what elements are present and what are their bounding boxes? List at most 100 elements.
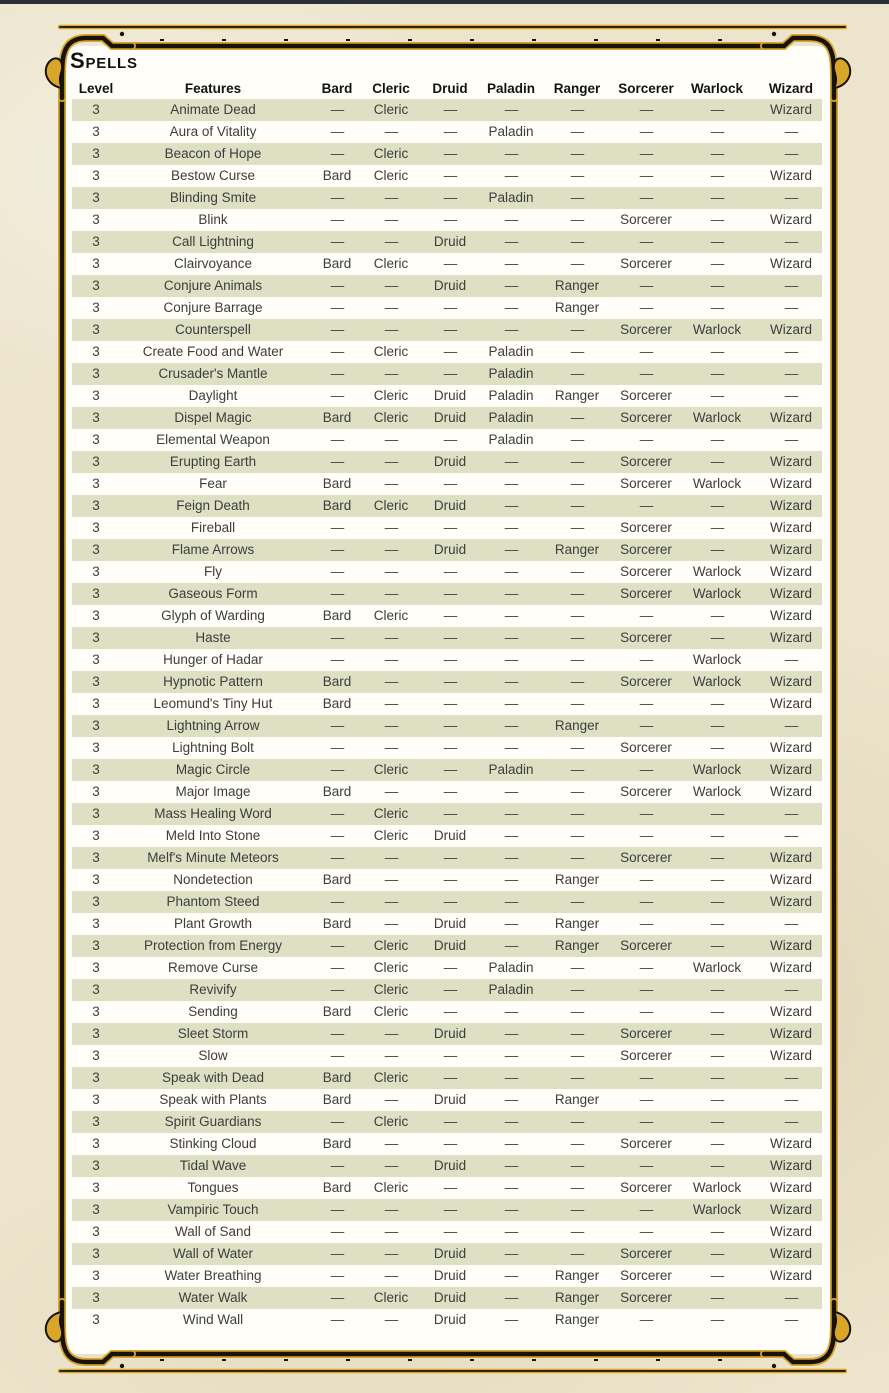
class-cell: — xyxy=(443,1114,458,1129)
table-row: 3 Counterspell — — — — — Sorcerer Warlock Wizard xyxy=(72,319,822,341)
spell-name-cell: Blink xyxy=(198,212,228,227)
class-cell: Bard xyxy=(322,916,352,931)
table-row: 3 Aura of Vitality — — — Paladin — — — — xyxy=(72,121,822,143)
class-cell: — xyxy=(504,652,519,667)
class-cell: Sorcerer xyxy=(620,850,672,865)
spell-name-cell: Conjure Animals xyxy=(163,278,263,293)
class-cell: Ranger xyxy=(554,718,600,733)
class-cell: — xyxy=(443,1048,458,1063)
class-cell: — xyxy=(330,894,345,909)
class-cell: — xyxy=(570,1070,585,1085)
window-top-edge xyxy=(0,0,889,4)
class-cell: — xyxy=(504,586,519,601)
class-cell: — xyxy=(330,586,345,601)
class-cell: Ranger xyxy=(554,300,600,315)
spell-name-cell: Vampiric Touch xyxy=(167,1202,259,1217)
class-cell: — xyxy=(504,1048,519,1063)
spell-table: Level Features Bard Cleric Druid Paladin Range… xyxy=(72,78,822,1331)
level-cell: 3 xyxy=(92,212,100,227)
class-cell: — xyxy=(504,630,519,645)
class-cell: — xyxy=(639,124,654,139)
class-cell: Cleric xyxy=(373,146,409,161)
class-cell: — xyxy=(504,322,519,337)
class-cell: Cleric xyxy=(373,1290,409,1305)
class-cell: — xyxy=(504,1312,519,1327)
table-row: 3 Mass Healing Word — Cleric — — — — — — xyxy=(72,803,822,825)
class-cell: — xyxy=(443,696,458,711)
spell-name-cell: Mass Healing Word xyxy=(154,806,272,821)
class-cell: Sorcerer xyxy=(620,388,672,403)
level-cell: 3 xyxy=(92,1070,100,1085)
class-cell: — xyxy=(570,344,585,359)
class-cell: — xyxy=(570,1224,585,1239)
table-row: 3 Haste — — — — — Sorcerer — Wizard xyxy=(72,627,822,649)
spell-name-cell: Lightning Bolt xyxy=(172,740,254,755)
class-cell: Paladin xyxy=(488,344,534,359)
level-cell: 3 xyxy=(92,1114,100,1129)
class-cell: — xyxy=(504,256,519,271)
class-cell: — xyxy=(570,168,585,183)
class-cell: Wizard xyxy=(769,498,812,513)
class-cell: Warlock xyxy=(692,322,742,337)
class-cell: Wizard xyxy=(769,322,812,337)
level-cell: 3 xyxy=(92,652,100,667)
class-cell: — xyxy=(504,608,519,623)
class-cell: Wizard xyxy=(769,1158,812,1173)
class-cell: Wizard xyxy=(769,608,812,623)
class-cell: — xyxy=(443,476,458,491)
level-cell: 3 xyxy=(92,1268,100,1283)
class-cell: — xyxy=(710,300,725,315)
class-cell: — xyxy=(330,388,345,403)
class-cell: — xyxy=(710,740,725,755)
class-cell: — xyxy=(504,1290,519,1305)
class-cell: — xyxy=(570,1158,585,1173)
class-cell: — xyxy=(784,916,799,931)
spell-name-cell: Wall of Sand xyxy=(174,1224,252,1239)
class-cell: Wizard xyxy=(769,1026,812,1041)
class-cell: — xyxy=(384,718,399,733)
class-cell: — xyxy=(384,652,399,667)
level-cell: 3 xyxy=(92,586,100,601)
spell-name-cell: Sleet Storm xyxy=(177,1026,249,1041)
spell-name-cell: Bestow Curse xyxy=(170,168,256,183)
column-header-cleric: Cleric xyxy=(372,80,410,96)
level-cell: 3 xyxy=(92,300,100,315)
class-cell: Wizard xyxy=(769,102,812,117)
class-cell: — xyxy=(504,740,519,755)
table-row: 3 Fear Bard — — — — Sorcerer Warlock Wizard xyxy=(72,473,822,495)
class-cell: — xyxy=(384,234,399,249)
class-cell: Bard xyxy=(322,608,352,623)
class-cell: — xyxy=(330,1312,345,1327)
class-cell: — xyxy=(710,344,725,359)
class-cell: Cleric xyxy=(373,168,409,183)
table-row: 3 Fly — — — — — Sorcerer Warlock Wizard xyxy=(72,561,822,583)
class-cell: Bard xyxy=(322,1004,352,1019)
spell-name-cell: Spirit Guardians xyxy=(164,1114,262,1129)
class-cell: — xyxy=(784,146,799,161)
class-cell: — xyxy=(384,916,399,931)
class-cell: Druid xyxy=(433,498,467,513)
class-cell: — xyxy=(443,960,458,975)
class-cell: Ranger xyxy=(554,916,600,931)
spell-name-cell: Tongues xyxy=(187,1180,239,1195)
class-cell: — xyxy=(570,124,585,139)
class-cell: Ranger xyxy=(554,1312,600,1327)
level-cell: 3 xyxy=(92,1048,100,1063)
class-cell: — xyxy=(570,1180,585,1195)
class-cell: — xyxy=(330,234,345,249)
spell-name-cell: Speak with Dead xyxy=(161,1070,265,1085)
class-cell: — xyxy=(384,432,399,447)
class-cell: Cleric xyxy=(373,982,409,997)
table-row: 3 Hypnotic Pattern Bard — — — — Sorcerer Warlock… xyxy=(72,671,822,693)
class-cell: — xyxy=(710,234,725,249)
class-cell: — xyxy=(710,432,725,447)
class-cell: — xyxy=(639,872,654,887)
class-cell: — xyxy=(443,344,458,359)
class-cell: Warlock xyxy=(692,564,742,579)
class-cell: — xyxy=(639,432,654,447)
class-cell: — xyxy=(504,212,519,227)
class-cell: Wizard xyxy=(769,564,812,579)
table-row: 3 Beacon of Hope — Cleric — — — — — — xyxy=(72,143,822,165)
spell-name-cell: Melf's Minute Meteors xyxy=(147,850,279,865)
class-cell: Warlock xyxy=(692,586,742,601)
